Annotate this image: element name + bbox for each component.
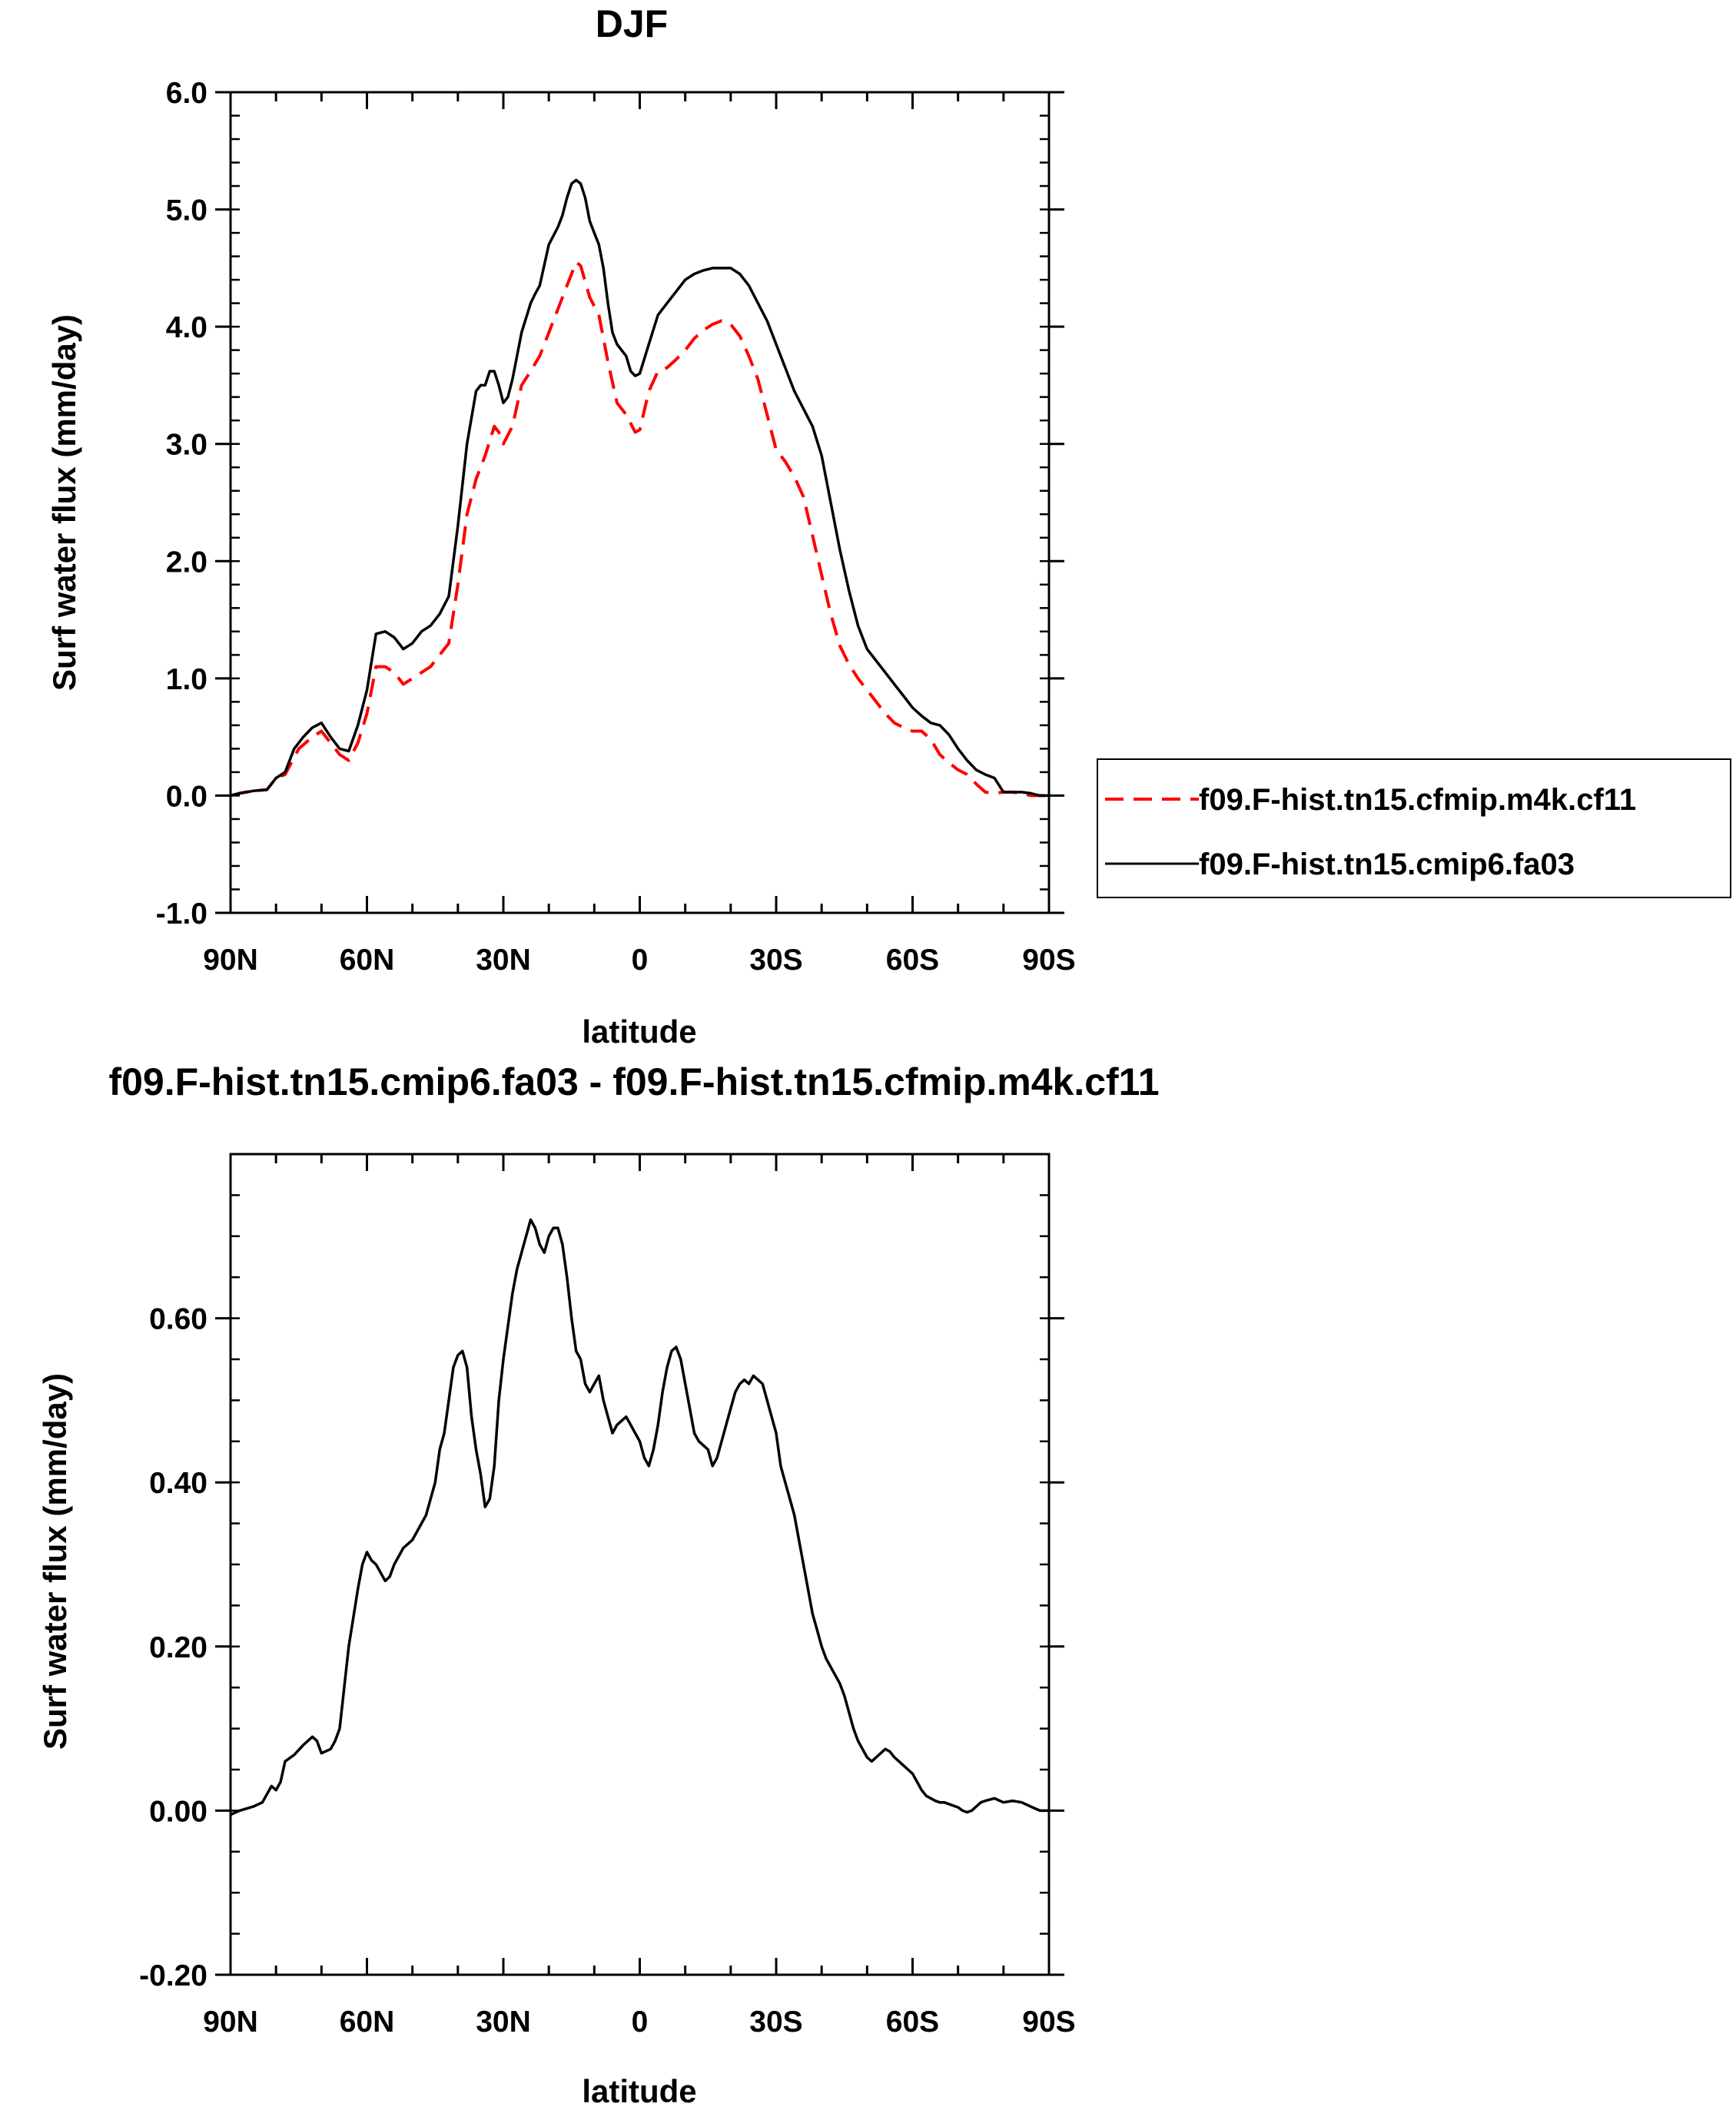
bottom-series-line-0 [230,1218,1049,1816]
bottom-x-tick-label: 30N [476,2005,531,2039]
bottom-plot-frame [229,1153,1051,1976]
top-x-tick-label: 60S [886,944,939,977]
top-x-tick-label: 90N [203,944,258,977]
bottom-y-tick-label: 0.60 [149,1303,207,1336]
legend: f09.F-hist.tn15.cfmip.m4k.cf11 f09.F-his… [1097,758,1731,898]
bottom-x-axis-label: latitude [582,2073,696,2109]
legend-label-m4k: f09.F-hist.tn15.cfmip.m4k.cf11 [1199,783,1636,817]
top-panel: DJF 90N 60N 30N 0 30S 60S 90S -1.0 0.0 1.0 2.0 3.0 4… [46,2,1731,1050]
bottom-plot-title: f09.F-hist.tn15.cmip6.fa03 - f09.F-hist.… [108,1060,1159,1103]
top-y-tick-label: 0.0 [166,780,207,813]
bottom-y-tick-label: 0.00 [149,1795,207,1828]
bottom-panel: f09.F-hist.tn15.cmip6.fa03 - f09.F-hist.… [37,1060,1160,2109]
top-series-line-0 [230,260,1049,798]
bottom-y-tick-label: 0.20 [149,1631,207,1664]
bottom-y-tick-label: 0.40 [149,1467,207,1500]
top-y-axis-label: Surf water flux (mm/day) [46,314,82,691]
top-axis-ticks: 90N 60N 30N 0 30S 60S 90S -1.0 0.0 1.0 2.0 3.0 4.0 5.… [156,77,1076,977]
top-x-tick-label: 60N [340,944,395,977]
bottom-y-axis-label: Surf water flux (mm/day) [37,1373,73,1750]
top-x-tick-label: 30S [749,944,802,977]
top-x-tick-label: 90S [1022,944,1075,977]
top-series-line-1 [230,178,1049,798]
legend-box [1097,758,1731,898]
bottom-x-tick-label: 90S [1022,2005,1075,2039]
bottom-x-tick-label: 60S [886,2005,939,2039]
top-y-tick-label: 6.0 [166,77,207,110]
top-y-tick-label: 1.0 [166,663,207,696]
top-y-tick-label: 3.0 [166,429,207,462]
top-y-tick-label: 5.0 [166,194,207,227]
top-x-tick-label: 30N [476,944,531,977]
bottom-x-tick-label: 60N [340,2005,395,2039]
top-x-axis-label: latitude [582,1014,696,1050]
top-plot-title: DJF [596,2,668,45]
top-y-tick-label: 4.0 [166,311,207,344]
top-y-tick-label: -1.0 [156,897,207,931]
bottom-x-tick-label: 0 [632,2005,649,2039]
bottom-x-tick-label: 30S [749,2005,802,2039]
top-x-tick-label: 0 [632,944,649,977]
top-plot-area [230,178,1049,798]
bottom-x-tick-label: 90N [203,2005,258,2039]
top-y-tick-label: 2.0 [166,546,207,579]
bottom-axis-ticks: 90N 60N 30N 0 30S 60S 90S -0.20 0.00 0.20 0.40 0.60 [139,1154,1076,2039]
bottom-y-tick-label: -0.20 [139,1959,207,1992]
top-plot-frame [229,91,1051,914]
legend-label-fa03: f09.F-hist.tn15.cmip6.fa03 [1199,848,1575,881]
bottom-plot-area [230,1218,1049,1816]
